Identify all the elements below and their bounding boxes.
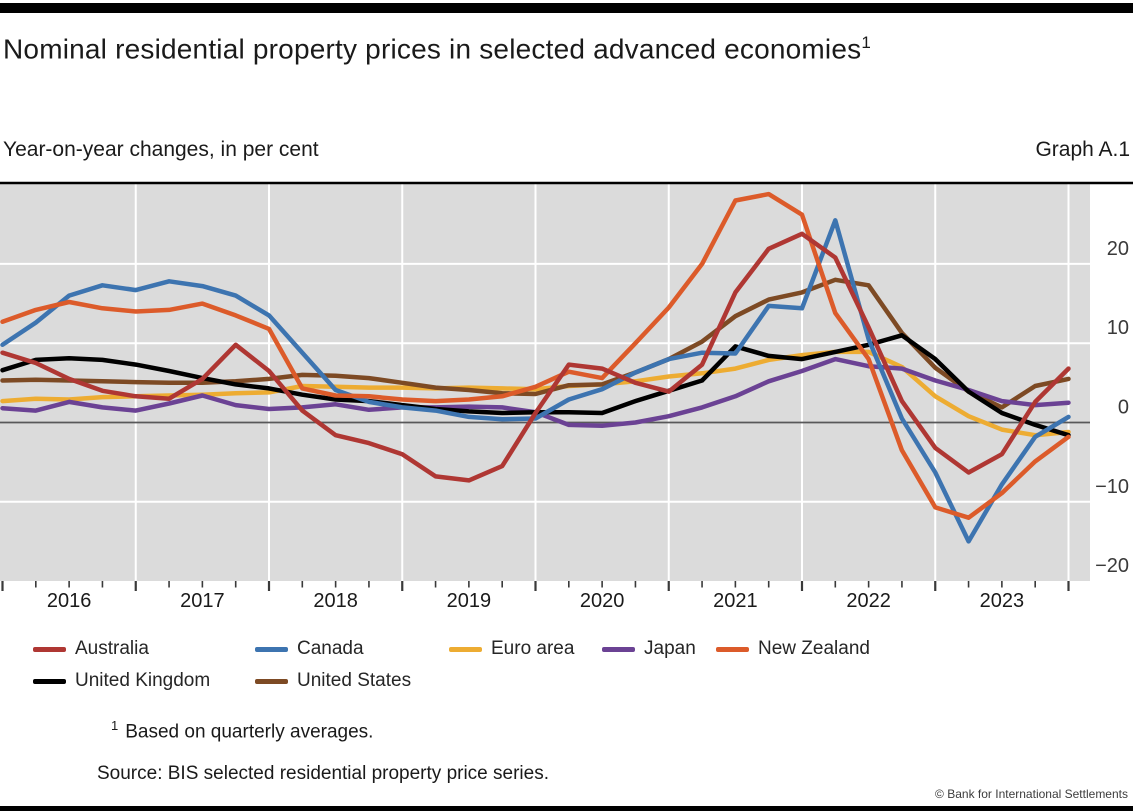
legend-item-canada: Canada [255,638,364,659]
legend-label: Japan [644,638,696,659]
graph-number-label: Graph A.1 [1035,138,1130,161]
top-rule [0,3,1133,13]
x-axis-label: 2018 [313,590,358,612]
chart-area: 20 10 0 −10 −20 2016 2017 2018 2019 2020 2021 2022 2… [0,180,1133,625]
legend-swatch-australia [33,646,66,652]
legend-item-japan: Japan [602,638,696,659]
x-axis-label: 2020 [580,590,625,612]
legend-label: United Kingdom [75,670,211,691]
legend-item-united-kingdom: United Kingdom [33,670,211,691]
legend-label: United States [297,670,412,691]
page-title: Nominal residential property prices in s… [3,22,903,70]
x-axis-label: 2019 [447,590,492,612]
y-axis-label: 10 [1107,317,1129,339]
series-line-canada [0,218,1071,544]
legend-swatch-united-kingdom [33,678,66,684]
y-axis-label: 0 [1118,397,1129,419]
title-footnote-marker: 1 [861,33,871,52]
chart-canvas: 20 10 0 −10 −20 2016 2017 2018 2019 2020 2021 2022 2… [0,181,1133,612]
series-line-united-states [0,277,1071,410]
page-title-text: Nominal residential property prices in s… [3,33,862,65]
series-line-australia [0,231,1071,483]
series-line-euro-area [0,349,1071,438]
chart-subtitle: Year-on-year changes, in per cent [3,138,319,161]
x-axis-label: 2017 [180,590,225,612]
footnote: 1 Based on quarterly averages. [111,718,373,743]
copyright-notice: © Bank for International Settlements [935,787,1128,801]
footnote-text: Based on quarterly averages. [125,721,374,743]
legend-swatch-euro-area [449,646,482,652]
legend-item-euro-area: Euro area [449,638,575,659]
legend-item-new-zealand: New Zealand [716,638,870,659]
x-axis-label: 2016 [47,590,92,612]
legend-label: Canada [297,638,364,659]
series-line-new-zealand [0,191,1071,520]
bottom-rule [0,806,1133,811]
source-line: Source: BIS selected residential propert… [97,763,549,784]
x-axis-label: 2023 [980,590,1025,612]
legend-label: New Zealand [758,638,870,659]
legend-swatch-new-zealand [716,646,749,652]
legend-swatch-canada [255,646,288,652]
y-axis-label: 20 [1107,238,1129,260]
y-axis-label: −20 [1095,555,1129,577]
legend-item-australia: Australia [33,638,149,659]
legend-swatch-japan [602,646,635,652]
x-axis-label: 2022 [846,590,891,612]
x-axis-label: 2021 [713,590,758,612]
y-axis-label: −10 [1095,476,1129,498]
legend-swatch-united-states [255,678,288,684]
legend-label: Euro area [491,638,575,659]
legend-item-united-states: United States [255,670,412,691]
footnote-marker: 1 [111,718,119,733]
legend-label: Australia [75,638,149,659]
